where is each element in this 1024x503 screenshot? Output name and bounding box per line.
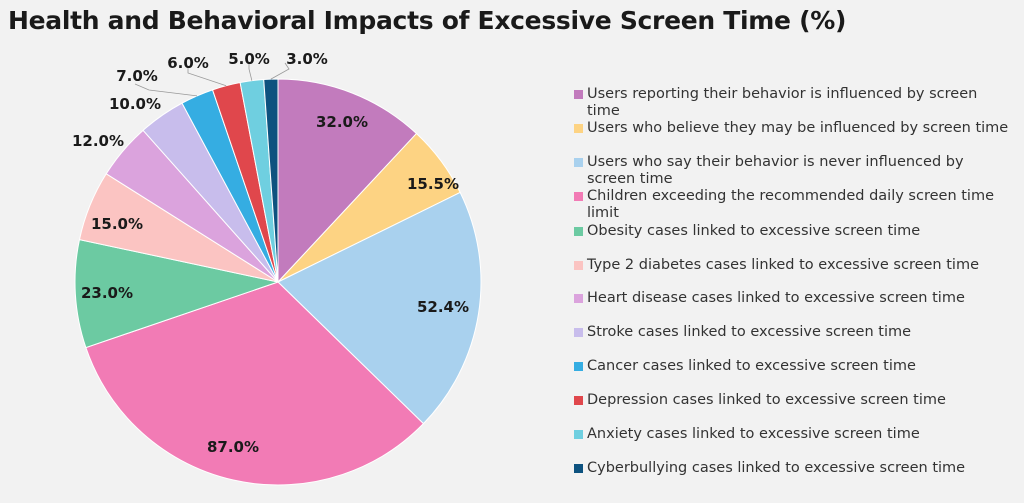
data-label: 52.4% [417,298,469,316]
legend-swatch [574,362,583,371]
legend-item[interactable]: Obesity cases linked to excessive screen… [574,223,1014,240]
legend-item[interactable]: Anxiety cases linked to excessive screen… [574,426,1014,443]
data-label: 32.0% [316,113,368,131]
legend-swatch [574,430,583,439]
pie-slice[interactable] [277,78,418,284]
legend-item[interactable]: Type 2 diabetes cases linked to excessiv… [574,257,1014,274]
legend-swatch [574,396,583,405]
data-label: 12.0% [72,132,124,150]
legend-label: Cyberbullying cases linked to excessive … [587,460,966,476]
legend-item[interactable]: Children exceeding the recommended daily… [574,188,1014,222]
data-label: 7.0% [116,67,158,85]
leader-line [248,63,253,81]
pie-slice[interactable] [85,281,425,486]
legend-label: Depression cases linked to excessive scr… [587,392,946,408]
data-label: 15.0% [91,215,143,233]
legend-item[interactable]: Heart disease cases linked to excessive … [574,290,1014,307]
legend-swatch [574,294,583,303]
pie-slice[interactable] [277,191,482,425]
legend-item[interactable]: Users reporting their behavior is influe… [574,86,1014,120]
legend-label: Heart disease cases linked to excessive … [587,290,965,306]
legend-swatch [574,192,583,201]
data-label: 87.0% [207,438,259,456]
legend-label: Users who believe they may be influenced… [587,120,1009,136]
legend-item[interactable]: Stroke cases linked to excessive screen … [574,324,1014,341]
legend-label: Children exceeding the recommended daily… [587,188,994,221]
legend-label: Users reporting their behavior is influe… [587,86,978,119]
legend-label: Users who say their behavior is never in… [587,154,964,187]
data-label: 3.0% [286,50,328,68]
legend-label: Type 2 diabetes cases linked to excessiv… [587,257,979,273]
leader-line [270,62,290,80]
legend-label: Cancer cases linked to excessive screen … [587,358,916,374]
legend-swatch [574,227,583,236]
data-label: 10.0% [109,95,161,113]
chart-title: Health and Behavioral Impacts of Excessi… [8,6,847,35]
pie-slice[interactable] [74,238,280,349]
leader-line [187,67,227,87]
legend-item[interactable]: Users who believe they may be influenced… [574,120,1014,137]
legend-item[interactable]: Depression cases linked to excessive scr… [574,392,1014,409]
data-label: 15.5% [407,175,459,193]
data-label: 5.0% [228,50,270,68]
legend-swatch [574,464,583,473]
legend-label: Obesity cases linked to excessive screen… [587,223,921,239]
legend-item[interactable]: Cancer cases linked to excessive screen … [574,358,1014,375]
legend-item[interactable]: Cyberbullying cases linked to excessive … [574,460,1014,477]
leader-line [134,83,198,97]
legend-item[interactable]: Users who say their behavior is never in… [574,154,1014,188]
legend-swatch [574,158,583,167]
data-label: 23.0% [81,284,133,302]
legend-swatch [574,124,583,133]
legend-label: Anxiety cases linked to excessive screen… [587,426,920,442]
legend-swatch [574,328,583,337]
data-label: 6.0% [167,54,209,72]
legend-label: Stroke cases linked to excessive screen … [587,324,912,340]
legend-swatch [574,261,583,270]
legend-swatch [574,90,583,99]
